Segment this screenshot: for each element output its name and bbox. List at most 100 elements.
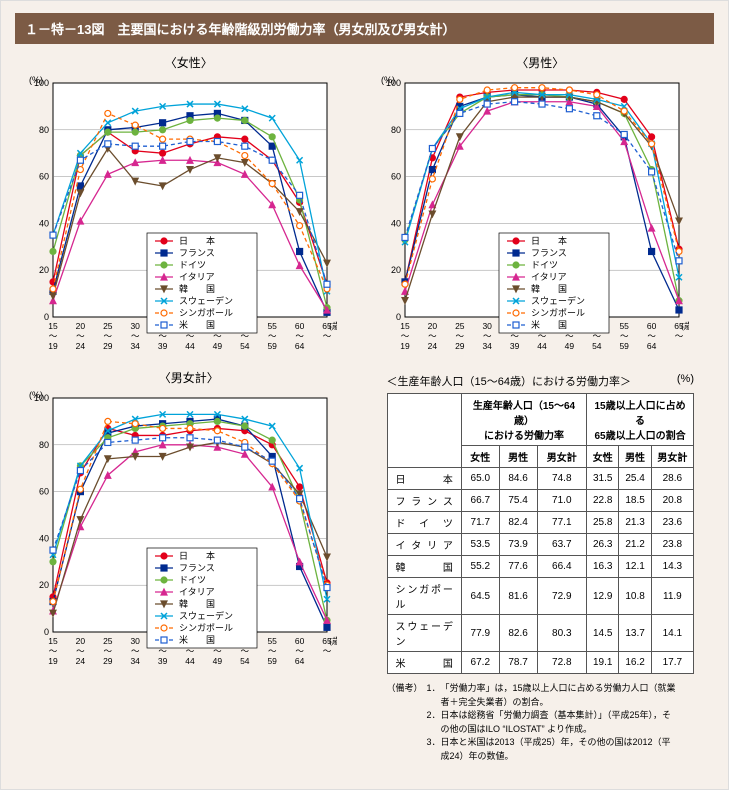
svg-text:フランス: フランス [179, 563, 215, 573]
table-cell: 16.3 [587, 556, 619, 578]
table-cell: 10.8 [619, 578, 651, 615]
svg-text:60: 60 [390, 172, 400, 182]
note-item: 1．「労働力率」は，15歳以上人口に占める労働力人口（就業者＋完全失業者）の割合… [427, 682, 677, 709]
svg-text:54: 54 [592, 341, 602, 351]
svg-text:20: 20 [39, 265, 49, 275]
note-item: 2．日本は総務省「労働力調査（基本集計）」（平成25年），その他の国はILO “… [427, 709, 677, 736]
table-cell: 84.6 [499, 468, 537, 490]
svg-text:15: 15 [48, 321, 58, 331]
svg-text:韓 国: 韓 国 [179, 284, 215, 294]
svg-text:39: 39 [509, 341, 519, 351]
svg-text:15: 15 [48, 636, 58, 646]
table-cell: 19.1 [587, 652, 619, 674]
svg-text:44: 44 [537, 341, 547, 351]
svg-text:韓 国: 韓 国 [179, 599, 215, 609]
svg-text:米 国: 米 国 [179, 634, 215, 645]
table-cell: 20.8 [651, 490, 693, 512]
svg-text:80: 80 [390, 125, 400, 135]
svg-text:19: 19 [48, 656, 58, 666]
svg-text:60: 60 [295, 321, 305, 331]
svg-text:44: 44 [185, 656, 195, 666]
table-cell: 13.7 [619, 615, 651, 652]
svg-text:44: 44 [185, 341, 195, 351]
table-cell: 82.4 [499, 512, 537, 534]
svg-text:25: 25 [455, 321, 465, 331]
svg-text:〜: 〜 [647, 331, 656, 341]
svg-text:日 本: 日 本 [179, 550, 215, 561]
table-cell: 53.5 [461, 534, 499, 556]
chart-female: 〈女性〉 020406080100(%)15〜1920〜2425〜2930〜34… [17, 52, 361, 363]
svg-text:〜: 〜 [104, 331, 113, 341]
svg-text:29: 29 [103, 341, 113, 351]
svg-text:55: 55 [619, 321, 629, 331]
svg-text:60: 60 [295, 636, 305, 646]
svg-text:(%): (%) [29, 75, 43, 85]
svg-text:34: 34 [130, 341, 140, 351]
svg-text:ドイツ: ドイツ [179, 575, 206, 585]
svg-text:39: 39 [158, 341, 168, 351]
svg-text:スウェーデン: スウェーデン [179, 610, 233, 621]
svg-text:シンガポール: シンガポール [531, 308, 585, 318]
svg-text:49: 49 [564, 341, 574, 351]
table-cell: 66.7 [461, 490, 499, 512]
svg-text:34: 34 [130, 656, 140, 666]
svg-text:〜: 〜 [104, 646, 113, 656]
svg-text:64: 64 [295, 341, 305, 351]
svg-text:24: 24 [427, 341, 437, 351]
notes-head: （備考） [387, 682, 427, 763]
table-cell: 14.1 [651, 615, 693, 652]
svg-text:日 本: 日 本 [179, 235, 215, 246]
table-row-country: 韓 国 [387, 556, 461, 578]
svg-text:〜: 〜 [400, 331, 409, 341]
svg-text:55: 55 [267, 636, 277, 646]
table-row-country: ド イ ツ [387, 512, 461, 534]
table-cell: 17.7 [651, 652, 693, 674]
table-cell: 80.3 [537, 615, 587, 652]
svg-text:40: 40 [390, 218, 400, 228]
table-cell: 12.9 [587, 578, 619, 615]
notes: （備考） 1．「労働力率」は，15歳以上人口に占める労働力人口（就業者＋完全失業… [387, 682, 695, 763]
svg-text:80: 80 [39, 440, 49, 450]
table-cell: 72.8 [537, 652, 587, 674]
svg-text:64: 64 [646, 341, 656, 351]
table-cell: 82.6 [499, 615, 537, 652]
table-cell: 81.6 [499, 578, 537, 615]
table-cell: 55.2 [461, 556, 499, 578]
svg-text:60: 60 [646, 321, 656, 331]
table-row-country: フ ラ ン ス [387, 490, 461, 512]
svg-text:スウェーデン: スウェーデン [179, 295, 233, 306]
svg-text:〜: 〜 [323, 331, 332, 341]
svg-text:〜: 〜 [76, 331, 85, 341]
svg-text:29: 29 [455, 341, 465, 351]
table-title: ＜生産年齢人口（15〜64歳）における労働力率＞ (%) [387, 373, 695, 389]
svg-text:〜: 〜 [131, 331, 140, 341]
table-cell: 78.7 [499, 652, 537, 674]
svg-text:20: 20 [427, 321, 437, 331]
table-cell: 25.4 [619, 468, 651, 490]
table-cell: 14.3 [651, 556, 693, 578]
svg-text:20: 20 [39, 580, 49, 590]
svg-text:〜: 〜 [455, 331, 464, 341]
chart-both: 〈男女計〉 020406080100(%)15〜1920〜2425〜2930〜3… [17, 367, 361, 763]
svg-text:〜: 〜 [674, 331, 683, 341]
svg-text:54: 54 [240, 341, 250, 351]
svg-text:59: 59 [267, 656, 277, 666]
svg-text:〜: 〜 [131, 646, 140, 656]
svg-text:〜: 〜 [482, 331, 491, 341]
svg-text:(歳): (歳) [681, 321, 689, 331]
svg-text:25: 25 [103, 321, 113, 331]
svg-text:64: 64 [295, 656, 305, 666]
svg-text:29: 29 [103, 656, 113, 666]
table-cell: 23.6 [651, 512, 693, 534]
chart-female-title: 〈女性〉 [17, 54, 361, 71]
svg-text:〜: 〜 [76, 646, 85, 656]
svg-text:49: 49 [213, 656, 223, 666]
svg-text:39: 39 [158, 656, 168, 666]
table-cell: 64.5 [461, 578, 499, 615]
svg-text:〜: 〜 [295, 331, 304, 341]
table-cell: 16.2 [619, 652, 651, 674]
table-cell: 21.2 [619, 534, 651, 556]
svg-text:(%): (%) [381, 75, 395, 85]
charts-grid: 〈女性〉 020406080100(%)15〜1920〜2425〜2930〜34… [1, 52, 728, 763]
table-row-country: イ タ リ ア [387, 534, 461, 556]
